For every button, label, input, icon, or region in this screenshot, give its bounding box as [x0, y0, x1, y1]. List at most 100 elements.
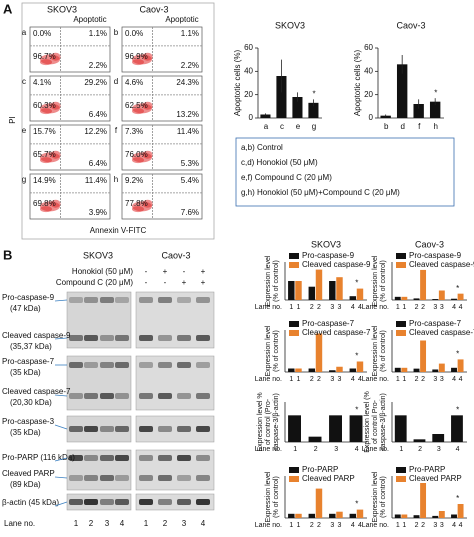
x-tick-label: f — [418, 122, 421, 131]
bar — [336, 366, 343, 372]
blot-band — [139, 362, 153, 368]
lane-number: 4 — [201, 519, 206, 528]
legend-swatch — [396, 330, 406, 336]
x-tick-label: 2 — [418, 446, 422, 453]
blot-band — [84, 393, 98, 399]
cell-cloud — [142, 199, 153, 208]
y-tick-label: 40 — [364, 66, 373, 75]
cell-cloud — [142, 52, 153, 61]
quadrant-value: 14.9% — [33, 176, 56, 185]
x-tick-label: 1 — [289, 376, 293, 383]
y-label: Expression level % — [257, 392, 264, 451]
x-tick-label: h — [434, 122, 438, 131]
blot-band — [100, 455, 114, 461]
x-tick-label: 3 — [330, 376, 334, 383]
x-tick-label: 1 — [297, 304, 301, 311]
y-label: Expression level — [265, 255, 272, 306]
x-tick-label: 3 — [433, 376, 437, 383]
x-tick-label: 4 — [459, 522, 463, 529]
blot-band — [84, 335, 98, 341]
y-label: Expression level — [265, 471, 272, 522]
y-label: Apoptotic cells (%) — [353, 50, 362, 117]
cell-cloud — [40, 108, 52, 115]
x-tick-label: 3 — [338, 304, 342, 311]
bar — [356, 361, 364, 372]
bar — [413, 368, 420, 372]
bar — [308, 513, 316, 518]
blot-band — [158, 499, 172, 505]
panel-frame — [21, 2, 215, 240]
band-size: (35 kDa) — [10, 428, 41, 437]
x-tick-label: 1 — [396, 376, 400, 383]
x-tick-label: 1 — [402, 376, 406, 383]
bar — [349, 415, 363, 442]
blot-band — [100, 362, 114, 368]
blot-band — [177, 335, 191, 341]
bar — [308, 102, 319, 118]
x-tick-label: 3 — [330, 522, 334, 529]
blot-band — [196, 297, 210, 303]
lane-number: 1 — [144, 519, 149, 528]
blot-band — [158, 393, 172, 399]
cell-cloud — [132, 108, 144, 115]
quadrant-value: 3.9% — [89, 208, 107, 217]
band-name: Pro-caspase-9 — [2, 293, 55, 302]
bar — [336, 277, 343, 300]
quadrant-value: 2.2% — [181, 61, 199, 70]
blot-band — [158, 362, 172, 368]
x-tick-label: 4 — [358, 376, 362, 383]
band-name: Pro-PARP (116 kDa) — [2, 453, 75, 462]
y-label: Expression level — [372, 471, 379, 522]
band-arrow — [54, 424, 68, 430]
blot-band — [100, 335, 114, 341]
blot-band — [177, 297, 191, 303]
blot-band — [100, 499, 114, 505]
x-tick-label: c — [280, 122, 284, 131]
cell-cloud — [50, 52, 61, 61]
bar — [394, 367, 401, 372]
bar — [451, 415, 463, 442]
cell-cloud — [132, 157, 144, 164]
quadrant-value: 0.0% — [33, 29, 51, 38]
bar — [457, 359, 464, 372]
blot-band — [115, 475, 129, 481]
significance: * — [355, 352, 358, 361]
legend-label: Cleaved caspase-7 — [302, 328, 371, 337]
x-tick-label: 1 — [399, 446, 403, 453]
x-tick-label: 3 — [440, 522, 444, 529]
x-tick-label: 1 — [289, 522, 293, 529]
legend-entry: g,h) Honokiol (50 μM)+Compound C (20 μM) — [241, 188, 400, 197]
blot — [135, 493, 215, 511]
x-tick-label: 2 — [421, 376, 425, 383]
gate-label: Apoptotic — [73, 15, 106, 24]
bar — [394, 514, 401, 518]
x-tick-label: 2 — [317, 376, 321, 383]
y-label: (% of control) — [380, 260, 387, 302]
legend-label: Cleaved PARP — [409, 474, 462, 483]
bar — [356, 288, 364, 300]
legend-label: Pro-caspase-7 — [302, 319, 355, 328]
quadrant-value: 24.3% — [176, 78, 199, 87]
cell-cloud — [132, 206, 144, 213]
flow-y-label: PI — [8, 116, 17, 124]
quadrant-value: 4.6% — [125, 78, 143, 87]
band-size: (47 kDa) — [10, 304, 41, 313]
quadrant-value: 5.4% — [181, 176, 199, 185]
band-arrow — [54, 337, 68, 340]
panel-label: B — [3, 247, 12, 262]
bar — [288, 513, 295, 518]
legend-entry: e,f) Compound C (20 μM) — [241, 173, 332, 182]
blot-band — [115, 499, 129, 505]
blot — [135, 355, 215, 411]
blot-column-title: Caov-3 — [161, 250, 190, 260]
x-label: Lane no. — [255, 304, 282, 311]
quadrant-value: 11.4% — [85, 176, 107, 185]
band-size: (89 kDa) — [10, 480, 41, 489]
x-tick-label: 3 — [338, 522, 342, 529]
legend-swatch — [396, 467, 406, 473]
blot-band — [177, 393, 191, 399]
legend-label: Pro-caspase-9 — [409, 251, 462, 260]
y-tick-label: 60 — [364, 43, 373, 52]
blot-band — [177, 362, 191, 368]
